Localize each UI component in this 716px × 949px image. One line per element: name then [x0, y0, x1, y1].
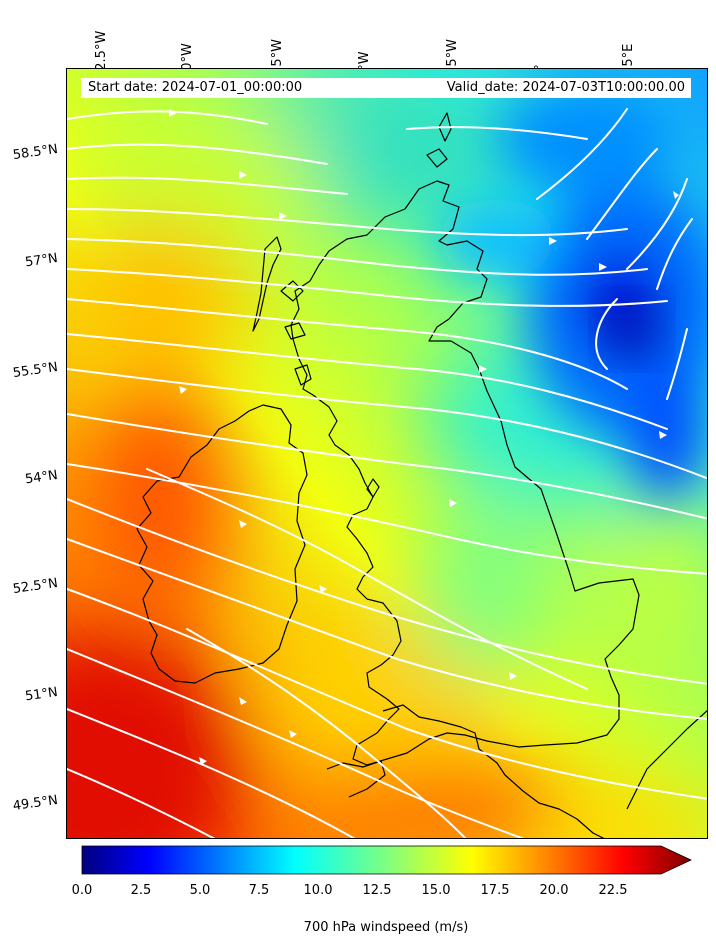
streamline: [586, 148, 658, 240]
arrow: [549, 237, 557, 245]
colorbar-tick: 22.5: [598, 883, 628, 898]
streamline-arrows: [169, 109, 679, 765]
coastline-shetland: [438, 112, 452, 142]
colorbar-tick: 12.5: [362, 883, 392, 898]
streamline: [67, 708, 356, 838]
arrow: [673, 191, 679, 199]
streamline: [67, 208, 628, 237]
streamline: [595, 298, 618, 370]
streamline: [536, 108, 628, 200]
coastline-great-britain: [290, 180, 640, 766]
coastline-france: [382, 704, 605, 838]
windspeed-field: [67, 69, 707, 838]
arrow: [279, 212, 287, 220]
lat-label: 57°N: [24, 250, 59, 271]
arrow: [509, 672, 517, 680]
streamline: [67, 268, 668, 307]
streamline: [666, 328, 688, 400]
streamline: [406, 126, 588, 140]
arrow: [239, 171, 247, 179]
colorbar-tick: 2.5: [130, 883, 152, 898]
wind-field-svg: [67, 69, 707, 838]
streamline: [67, 333, 668, 430]
streamline: [626, 178, 688, 270]
coastline-islay: [294, 364, 312, 386]
lat-label: 49.5°N: [11, 792, 59, 815]
lat-label: 58.5°N: [11, 141, 59, 164]
arrow: [449, 499, 457, 507]
streamline: [67, 588, 707, 800]
wind-map: [66, 68, 708, 839]
arrow: [179, 386, 187, 394]
colorbar-tick: 10.0: [303, 883, 333, 898]
streamline: [67, 368, 707, 480]
coastline-ireland: [136, 404, 308, 684]
arrow: [169, 109, 177, 117]
streamline: [67, 498, 707, 685]
coastline-hebrides: [252, 236, 282, 332]
coastline-orkney: [426, 148, 448, 168]
colorbar-tick: 17.5: [480, 883, 510, 898]
streamlines: [67, 108, 707, 838]
arrow: [479, 365, 487, 373]
streamline: [67, 538, 707, 720]
coastlines: [136, 112, 707, 838]
colorbar-tick: 7.5: [248, 883, 270, 898]
lat-label: 51°N: [24, 684, 59, 705]
colorbar: [81, 845, 692, 875]
colorbar-label: 700 hPa windspeed (m/s): [303, 920, 469, 935]
arrow: [319, 585, 327, 593]
coastline-skye: [280, 280, 304, 302]
date-header: Start date: 2024-07-01_00:00:00 Valid_da…: [81, 78, 691, 98]
streamline: [67, 143, 328, 165]
streamline: [67, 298, 628, 390]
streamline: [146, 468, 588, 690]
arrow: [239, 697, 247, 705]
streamline: [186, 628, 467, 838]
streamline: [67, 110, 268, 125]
arrow: [599, 263, 607, 271]
streamline: [656, 218, 693, 290]
colorbar-tick: 20.0: [539, 883, 569, 898]
lat-label: 52.5°N: [11, 575, 59, 598]
lat-label: 55.5°N: [11, 359, 59, 382]
coastline-france-west: [326, 760, 386, 798]
colorbar-tick: 15.0: [421, 883, 451, 898]
arrow: [239, 520, 247, 528]
arrow: [289, 730, 297, 738]
coastline-low-countries: [626, 710, 707, 810]
coastline-mull: [284, 322, 306, 340]
arrow: [659, 431, 667, 439]
streamline: [67, 413, 707, 520]
coastline-isle-of-man: [366, 478, 380, 498]
valid-date-label: Valid_date: 2024-07-03T10:00:00.00: [446, 80, 685, 95]
start-date-label: Start date: 2024-07-01_00:00:00: [88, 80, 303, 95]
lat-label: 54°N: [24, 467, 59, 488]
colorbar-bar: [81, 845, 692, 875]
streamline: [67, 648, 525, 838]
colorbar-tick: 0.0: [71, 883, 93, 898]
streamline: [67, 768, 216, 838]
colorbar-tick: 5.0: [189, 883, 211, 898]
streamline: [67, 238, 648, 276]
arrow: [199, 757, 207, 765]
streamline: [67, 176, 348, 195]
